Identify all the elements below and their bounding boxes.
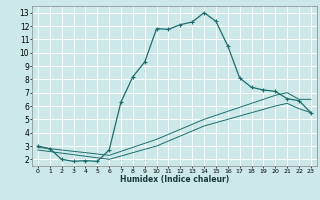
X-axis label: Humidex (Indice chaleur): Humidex (Indice chaleur) <box>120 175 229 184</box>
